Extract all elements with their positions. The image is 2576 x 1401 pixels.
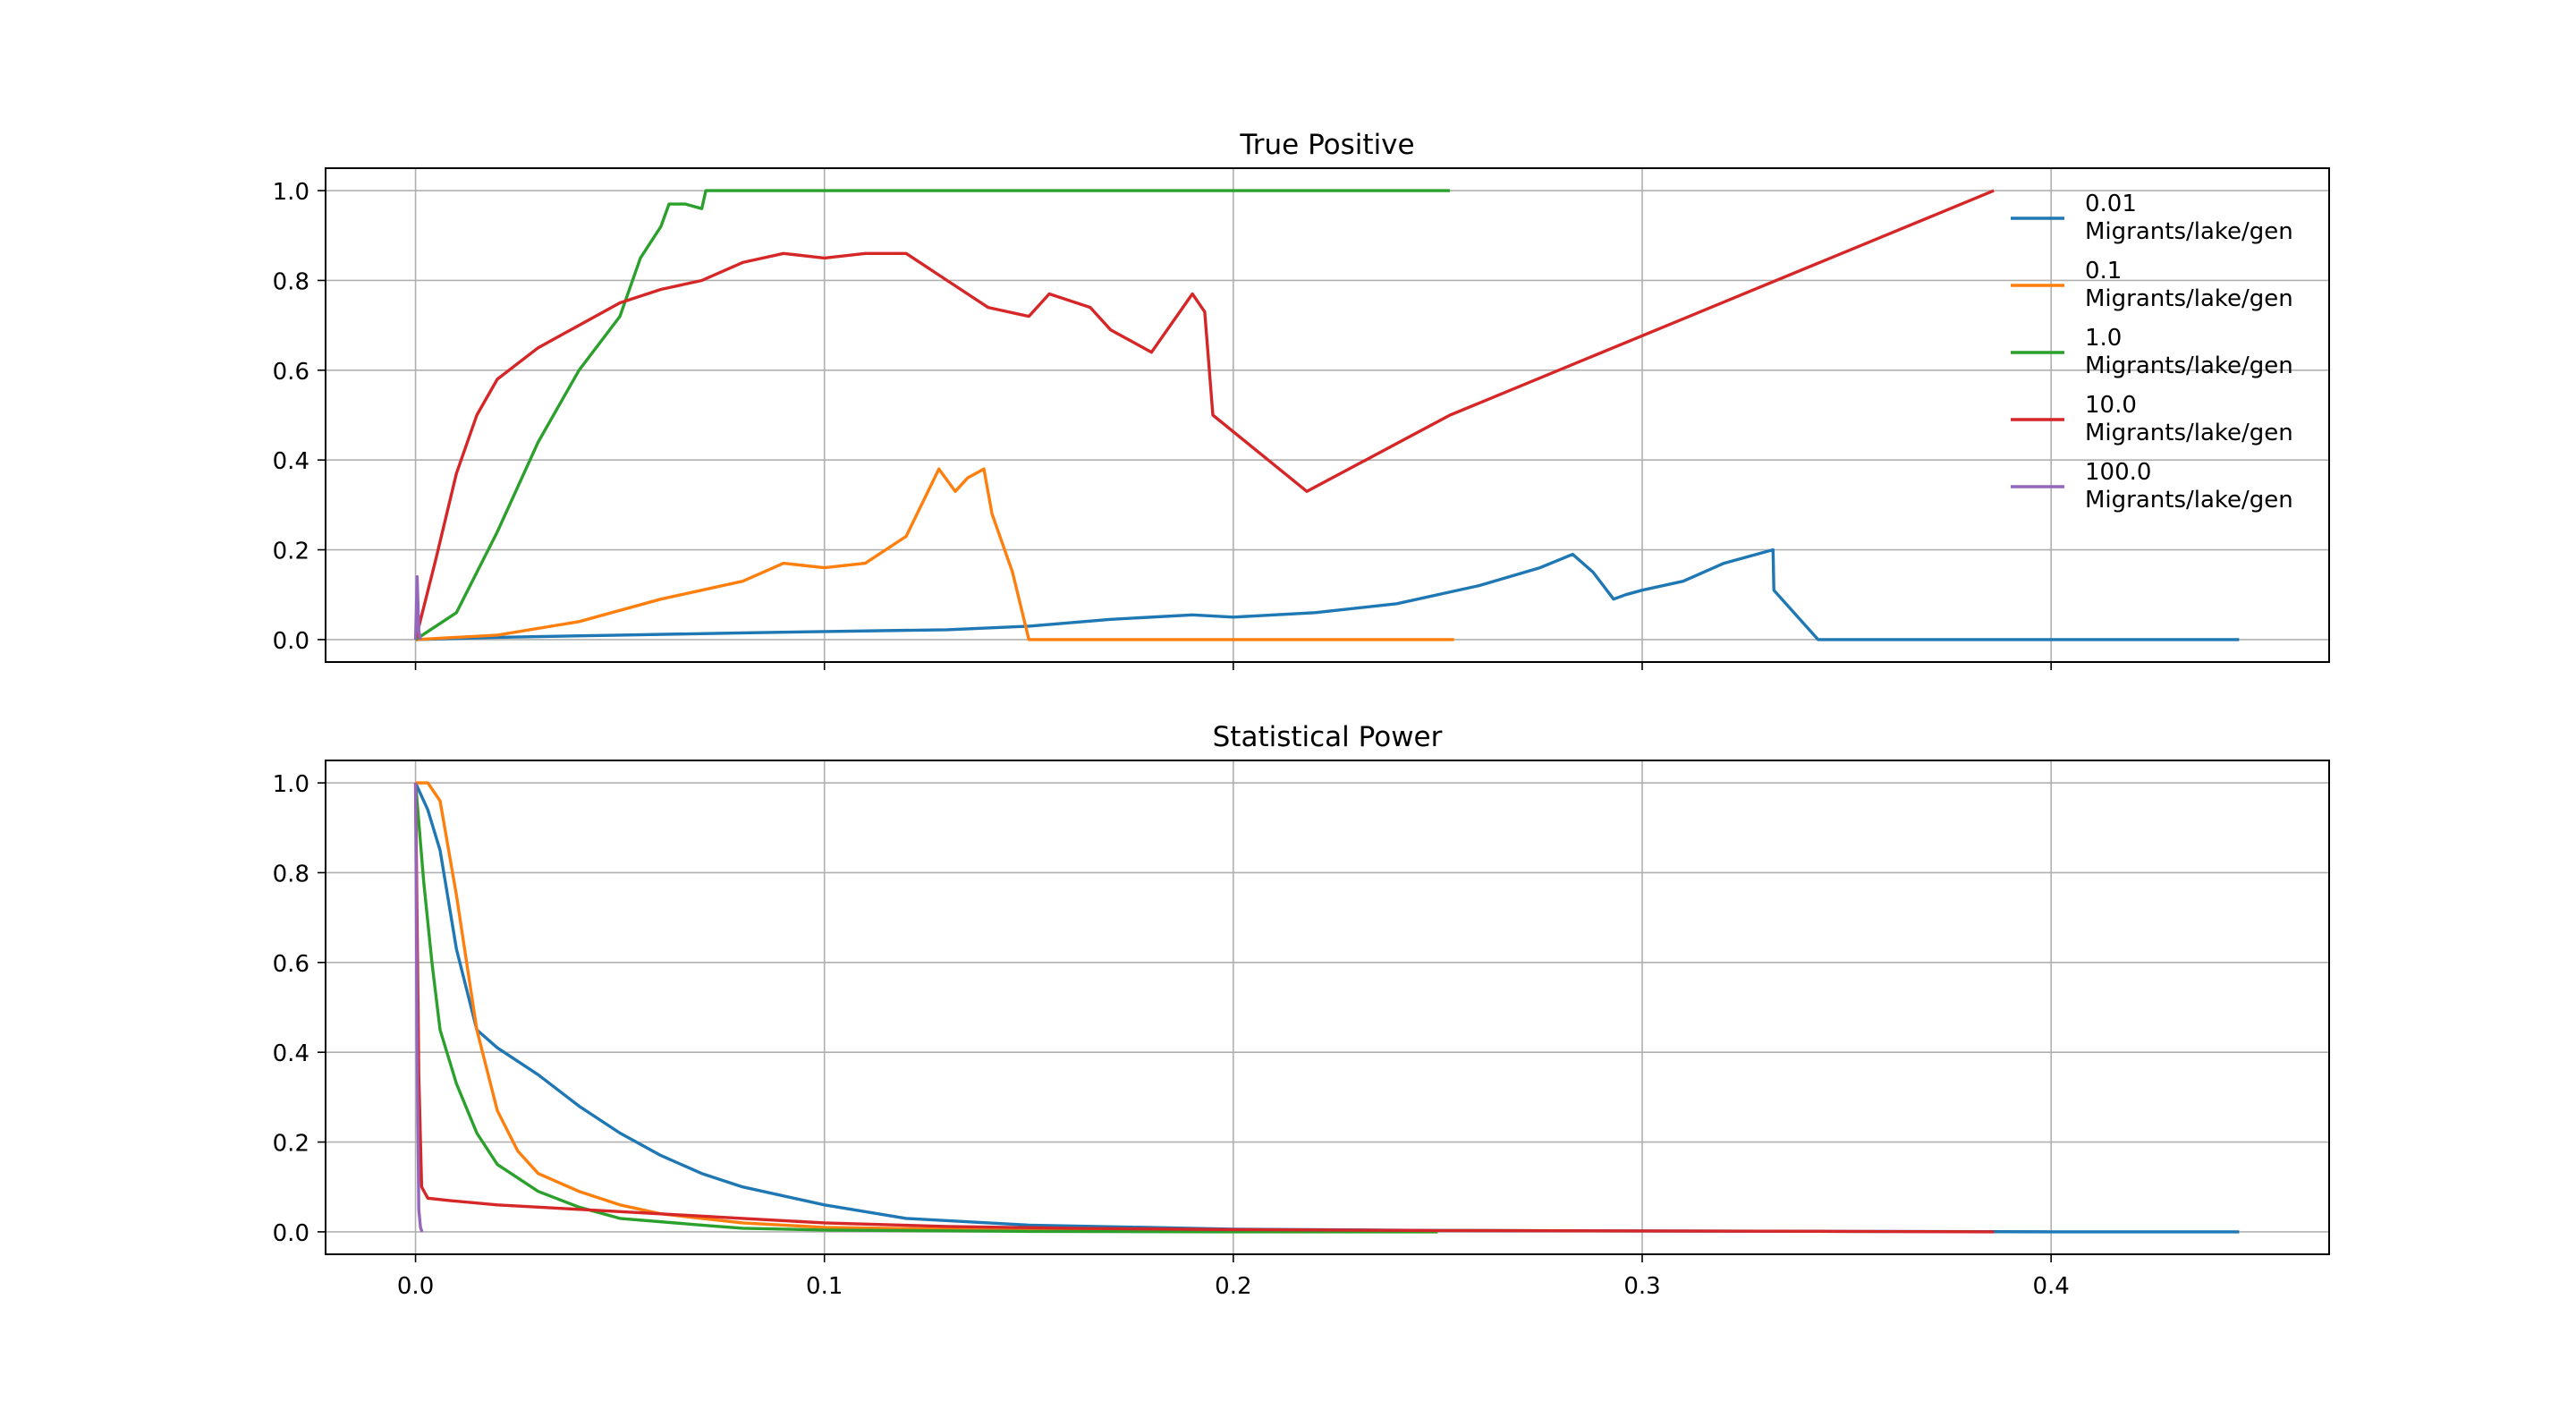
statistical-power-y-tick-label: 0.6 xyxy=(273,951,309,978)
statistical-power-panel: Statistical Power 0.0 0.2 0.4 0.6 0.8 1.0 0.0… xyxy=(273,721,2330,1300)
legend-label-0-1: 0.1 Migrants/lake/gen xyxy=(2085,258,2293,312)
legend-label-line: Migrants/lake/gen xyxy=(2085,352,2293,379)
true-positive-axes-frame xyxy=(325,167,2330,663)
true-positive-title: True Positive xyxy=(1239,129,1414,161)
true-positive-y-axis: 0.0 0.2 0.4 0.6 0.8 1.0 xyxy=(273,179,326,655)
legend-label-line: 0.1 xyxy=(2085,258,2122,284)
statistical-power-y-tick-label: 0.0 xyxy=(273,1220,309,1247)
statistical-power-series xyxy=(413,781,2240,1234)
statistical-power-series-line-1-0 xyxy=(413,782,1438,1234)
true-positive-y-tick-label: 0.8 xyxy=(273,268,309,295)
statistical-power-x-tick-label: 0.4 xyxy=(2032,1273,2069,1300)
legend-label-line: Migrants/lake/gen xyxy=(2085,420,2293,446)
true-positive-series-line-0-01 xyxy=(415,548,2240,641)
statistical-power-series-line-10-0 xyxy=(413,783,1995,1234)
statistical-power-y-tick-label: 0.8 xyxy=(273,861,309,887)
true-positive-series-line-1-0 xyxy=(414,189,1451,641)
true-positive-panel: True Positive 0.00.20.40.60.81.0 0.01 Mig… xyxy=(273,129,2330,670)
statistical-power-x-tick-label: 0.2 xyxy=(1215,1273,1251,1300)
true-positive-series-line-100-0 xyxy=(413,575,422,641)
legend-label-1-0: 1.0 Migrants/lake/gen xyxy=(2085,325,2293,379)
statistical-power-y-tick-label: 1.0 xyxy=(273,771,309,798)
legend-label-line: Migrants/lake/gen xyxy=(2085,487,2293,514)
legend-label-0-01: 0.01 Migrants/lake/gen xyxy=(2085,191,2293,245)
legend-label-100-0: 100.0 Migrants/lake/gen xyxy=(2085,459,2293,514)
legend-label-line: 1.0 xyxy=(2085,325,2122,352)
statistical-power-y-axis: 0.0 0.2 0.4 0.6 0.8 1.0 xyxy=(273,771,326,1247)
legend-label-line: Migrants/lake/gen xyxy=(2085,218,2293,245)
legend-label-line: 100.0 xyxy=(2085,459,2151,486)
legend-label-line: 0.01 xyxy=(2085,191,2137,217)
statistical-power-title: Statistical Power xyxy=(1213,721,1443,753)
true-positive-y-tick-label: 0.2 xyxy=(273,539,309,565)
true-positive-y-tick-label: 0.0 xyxy=(273,628,309,655)
statistical-power-x-tick-label: 0.3 xyxy=(1623,1273,1660,1300)
statistical-power-y-tick-label: 0.4 xyxy=(273,1040,309,1067)
legend-label-line: Migrants/lake/gen xyxy=(2085,285,2293,312)
true-positive-x-axis xyxy=(414,662,2052,670)
true-positive-y-tick-label: 0.6 xyxy=(273,359,309,386)
statistical-power-series-line-100-0 xyxy=(413,783,424,1233)
legend-label-line: 10.0 xyxy=(2085,392,2137,419)
true-positive-y-tick-label: 0.4 xyxy=(273,448,309,475)
statistical-power-x-axis: 0.0 0.1 0.2 0.3 0.4 xyxy=(397,1254,2070,1300)
statistical-power-x-tick-label: 0.1 xyxy=(806,1273,843,1300)
statistical-power-axes-frame xyxy=(325,760,2330,1255)
true-positive-y-tick-label: 1.0 xyxy=(273,179,309,206)
statistical-power-y-tick-label: 0.2 xyxy=(273,1131,309,1158)
statistical-power-x-tick-label: 0.0 xyxy=(397,1273,434,1300)
legend-label-10-0: 10.0 Migrants/lake/gen xyxy=(2085,392,2293,446)
statistical-power-series-line-0-1 xyxy=(415,781,1438,1234)
true-positive-series-line-10-0 xyxy=(413,189,1995,641)
true-positive-series xyxy=(413,189,2240,641)
true-positive-series-line-0-1 xyxy=(415,467,1454,641)
